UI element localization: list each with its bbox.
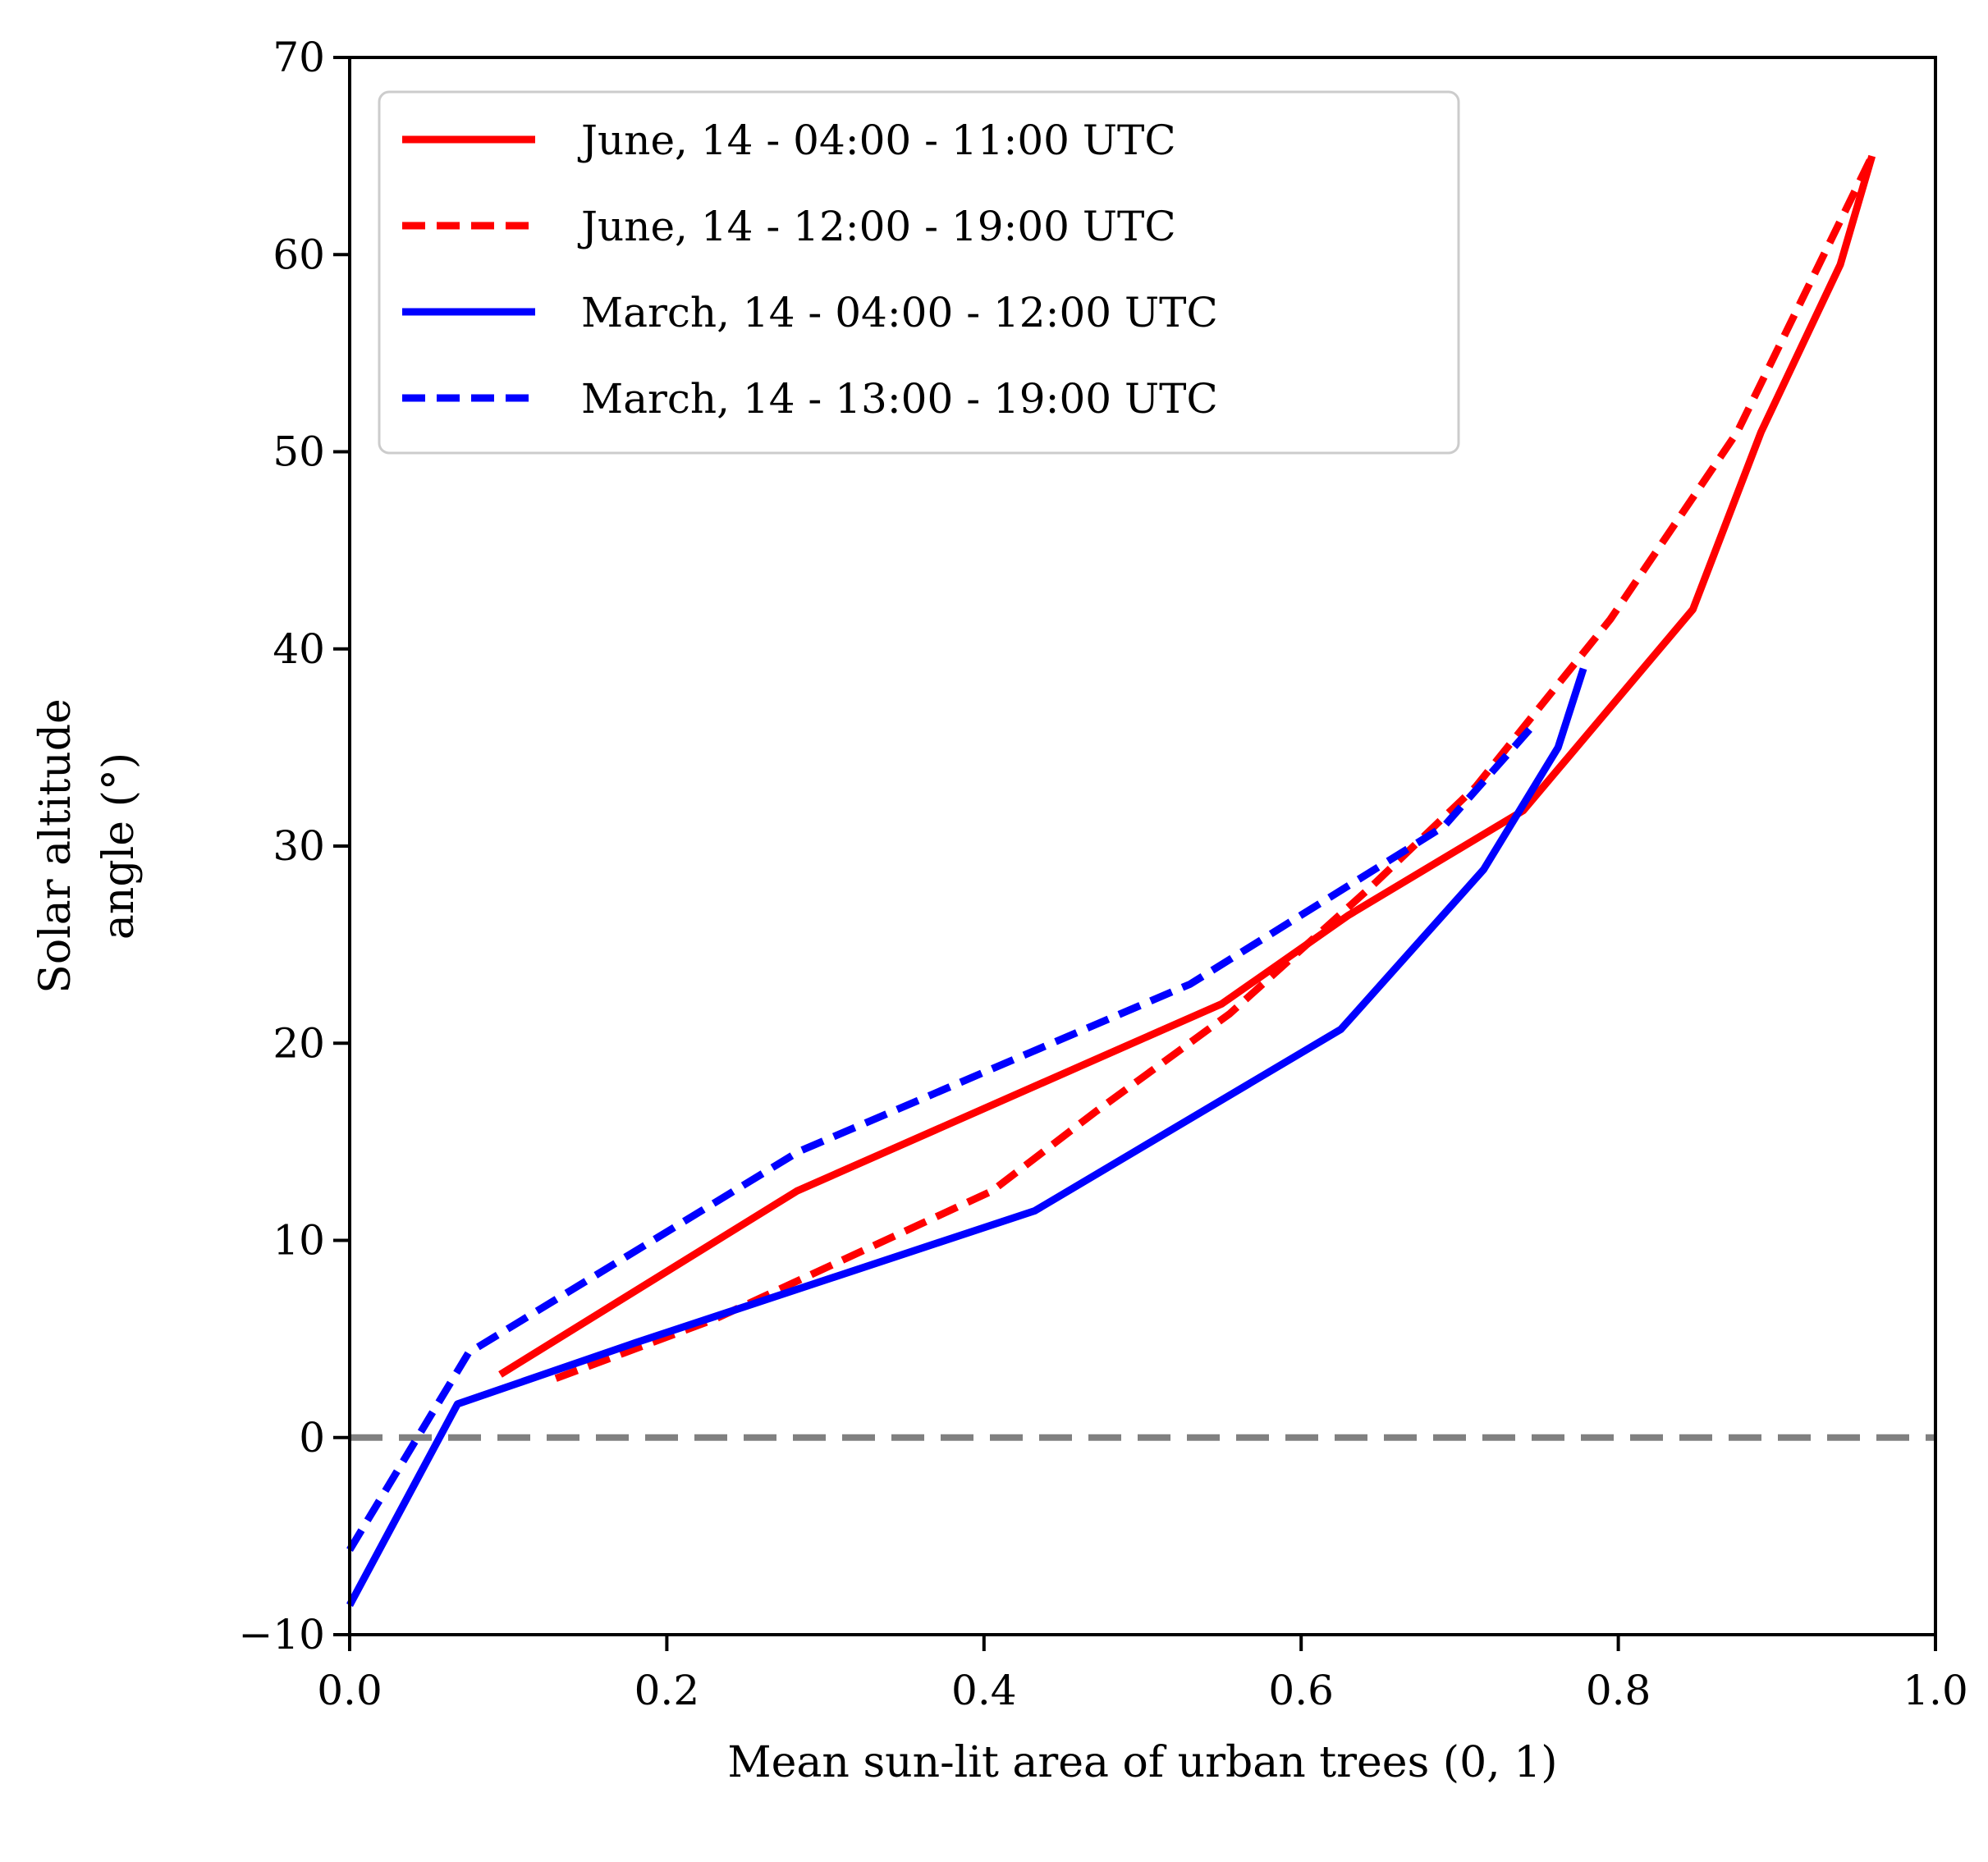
x-axis-ticks: 0.0 0.2 0.4 0.6 0.8 1.0 xyxy=(317,1635,1968,1714)
x-tick-label: 0.2 xyxy=(634,1667,700,1714)
x-tick-label: 0.0 xyxy=(317,1667,382,1714)
x-tick-label: 0.6 xyxy=(1268,1667,1334,1714)
y-tick-label: 20 xyxy=(273,1019,325,1067)
legend-label-1: June, 14 - 04:00 - 11:00 UTC xyxy=(577,117,1176,164)
legend-box xyxy=(378,90,1460,455)
y-tick-label: 60 xyxy=(273,231,325,278)
y-tick-label: −10 xyxy=(238,1611,325,1658)
x-axis-label: Mean sun-lit area of urban trees (0, 1) xyxy=(727,1738,1557,1787)
y-axis-label: Solar altitude angle (°) xyxy=(31,698,144,994)
y-tick-label: 50 xyxy=(273,428,325,476)
y-axis-label-line-2: angle (°) xyxy=(94,753,144,940)
series-line-2 xyxy=(554,154,1876,1382)
x-tick-label: 1.0 xyxy=(1903,1667,1968,1714)
y-tick-label: 0 xyxy=(299,1414,325,1462)
legend-label-2: June, 14 - 12:00 - 19:00 UTC xyxy=(577,203,1176,250)
series-layer xyxy=(346,154,1876,1608)
series-line-4 xyxy=(346,725,1534,1553)
series-line-3 xyxy=(346,667,1587,1608)
legend: June, 14 - 04:00 - 11:00 UTC June, 14 - 1… xyxy=(378,90,1460,455)
x-tick-label: 0.8 xyxy=(1586,1667,1651,1714)
y-axis-label-line-1: Solar altitude xyxy=(31,698,80,994)
y-tick-label: 70 xyxy=(273,34,325,81)
legend-entries: June, 14 - 04:00 - 11:00 UTC June, 14 - 1… xyxy=(402,117,1218,423)
y-tick-label: 10 xyxy=(273,1217,325,1265)
legend-label-3: March, 14 - 04:00 - 12:00 UTC xyxy=(581,289,1218,336)
x-tick-label: 0.4 xyxy=(951,1667,1017,1714)
y-tick-label: 30 xyxy=(273,822,325,870)
y-tick-label: 40 xyxy=(273,625,325,673)
y-axis-ticks: −10 0 10 20 30 40 50 60 70 xyxy=(238,34,350,1658)
legend-label-4: March, 14 - 13:00 - 19:00 UTC xyxy=(581,375,1218,423)
